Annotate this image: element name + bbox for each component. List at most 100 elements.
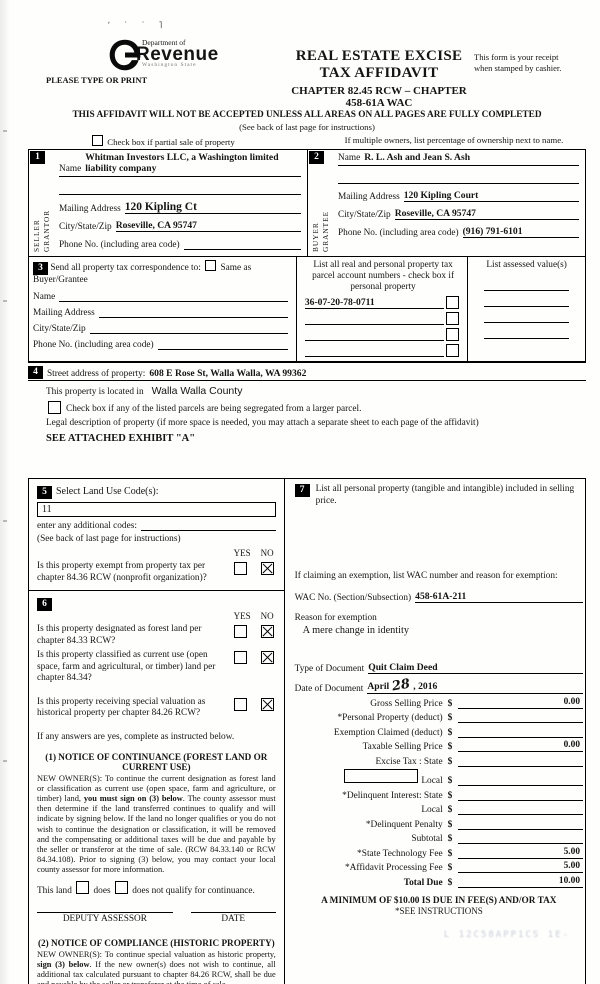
personal-property-deduct-field[interactable] (457, 711, 583, 723)
seller-mailing-value[interactable]: 120 Kipling Ct (124, 201, 197, 213)
parcel-2-field[interactable] (304, 313, 445, 325)
notice-continuance-title: (1) NOTICE OF CONTINUANCE (FOREST LAND O… (45, 751, 268, 772)
section-5-badge: 5 (37, 486, 52, 499)
additional-codes-label: enter any additional codes: (37, 521, 137, 531)
assessed-value-1-field[interactable] (484, 278, 569, 291)
forest-yes-checkbox[interactable] (233, 625, 247, 638)
money-label: Excise Tax : State (375, 756, 443, 767)
delinquent-penalty-field[interactable] (457, 818, 583, 830)
no-header: NO (260, 548, 274, 558)
parcel-3-personal-checkbox[interactable] (446, 328, 460, 341)
taxable-selling-price-field[interactable]: 0.00 (457, 740, 583, 752)
current-use-yes-checkbox[interactable] (233, 651, 247, 664)
seller-phone-value[interactable] (183, 238, 301, 250)
money-label: *Delinquent Interest: State (342, 790, 443, 801)
historical-yes-checkbox[interactable] (233, 697, 247, 711)
corr-mailing-field[interactable] (98, 306, 288, 318)
assessor-date-line[interactable]: DATE (190, 911, 276, 924)
street-address-value[interactable]: 608 E Rose St, Walla Walla, WA 99362 (149, 368, 307, 379)
parcel-4-field[interactable] (304, 345, 445, 357)
current-use-no-checkbox[interactable] (260, 651, 274, 664)
document-date-month[interactable]: April (367, 681, 390, 692)
buyer-name-value[interactable]: R. L. Ash and Jean S. Ash (364, 152, 471, 163)
seller-name-extra-line[interactable] (59, 183, 301, 195)
total-due-field[interactable]: 10.00 (457, 876, 583, 888)
type-of-document-label: Type of Document (294, 664, 365, 674)
see-back-note: (See back of last page for instructions) (239, 122, 375, 132)
forest-no-checkbox[interactable] (260, 625, 274, 638)
parcel-1-personal-checkbox[interactable] (446, 296, 460, 309)
assessed-value-3-field[interactable] (484, 310, 569, 323)
parcel-number-value[interactable]: 36-07-20-78-0711 (304, 297, 445, 309)
does-qualify-checkbox[interactable] (76, 880, 90, 894)
title-block: REAL ESTATE EXCISE TAX AFFIDAVIT CHAPTER… (284, 28, 474, 109)
seller-mailing-label: Mailing Address (59, 204, 121, 214)
buyer-phone-value[interactable]: (916) 791-6101 (462, 226, 523, 237)
document-date-day-handwritten[interactable]: 28 (391, 676, 412, 695)
money-label: Exemption Claimed (deduct) (333, 727, 443, 738)
gross-selling-price-field[interactable]: 0.00 (457, 697, 583, 709)
same-as-buyer-checkbox[interactable] (205, 260, 217, 271)
seller-name-value[interactable]: Whitman Investors LLC, a Washington limi… (85, 152, 279, 174)
exemption-claimed-field[interactable] (457, 726, 583, 738)
wac-no-value[interactable]: 458-61A-211 (415, 591, 467, 602)
deputy-assessor-line[interactable]: DEPUTY ASSESSOR (37, 911, 173, 924)
state-technology-fee-field[interactable]: 5.00 (457, 847, 583, 859)
parcel-2-personal-checkbox[interactable] (446, 312, 460, 325)
no-header-2: NO (260, 611, 274, 621)
buyer-phone-label: Phone No. (including area code) (338, 228, 459, 238)
historical-no-checkbox[interactable] (260, 697, 274, 711)
corr-phone-field[interactable] (157, 338, 288, 350)
buyer-mailing-value[interactable]: 120 Kipling Court (403, 190, 479, 201)
seller-grantor-vertical-label: SELLER GRANTOR (32, 209, 51, 252)
form-header: Department of Revenue Washington State P… (28, 28, 586, 109)
exempt-yes-checkbox[interactable] (233, 562, 247, 575)
property-address-section: 4 Street address of property: 608 E Rose… (28, 362, 586, 478)
minimum-due-note: A MINIMUM OF $10.00 IS DUE IN FEE(S) AND… (321, 895, 557, 906)
parcel-3-field[interactable] (304, 329, 445, 341)
buyer-name-extra-line[interactable] (338, 172, 579, 184)
reason-exemption-label: Reason for exemption (294, 613, 377, 623)
subtotal-field[interactable] (457, 832, 583, 844)
assessed-value-2-field[interactable] (484, 294, 569, 307)
land-use-code-input[interactable]: 11 (37, 502, 276, 517)
revenue-wordmark: Revenue (136, 44, 219, 65)
reason-exemption-value[interactable]: A mere change in identity (302, 625, 410, 636)
segregated-checkbox[interactable] (48, 401, 61, 414)
affidavit-processing-fee-field[interactable]: 5.00 (457, 861, 583, 873)
scan-tick (3, 300, 7, 302)
excise-tax-state-field[interactable] (457, 755, 583, 767)
segregated-label: Check box if any of the listed parcels a… (66, 404, 362, 414)
seller-grantor-section: 1 SELLER GRANTOR Name Whitman Investors … (29, 150, 307, 256)
county-value[interactable]: Walla Walla County (151, 385, 243, 397)
additional-codes-field[interactable] (140, 519, 276, 531)
corr-name-field[interactable] (59, 290, 288, 302)
partial-sale-checkbox[interactable] (92, 135, 103, 146)
corr-city-field[interactable] (89, 322, 288, 334)
parcel-4-personal-checkbox[interactable] (446, 344, 460, 357)
type-of-document-value[interactable]: Quit Claim Deed (368, 662, 438, 673)
seller-name-label: Name (59, 164, 82, 174)
money-label: Subtotal (411, 834, 443, 844)
exempt-question: Is this property exempt from property ta… (37, 561, 207, 583)
notice-continuance-body: NEW OWNER(S): To continue the current de… (37, 773, 276, 875)
receipt-line1: This form is your receipt (474, 52, 559, 62)
section-6-badge: 6 (37, 598, 52, 611)
partial-sale-label: Check box if partial sale of property (107, 137, 235, 147)
exempt-no-checkbox[interactable] (260, 562, 274, 575)
corr-name-label: Name (33, 292, 56, 302)
form-title: REAL ESTATE EXCISE TAX AFFIDAVIT (295, 48, 463, 81)
buyer-city-value[interactable]: Roseville, CA 95747 (394, 208, 476, 219)
buyer-grantee-section: 2 BUYER GRANTEE Name R. L. Ash and Jean … (307, 150, 585, 256)
excise-tax-local-field[interactable] (457, 774, 583, 786)
delinquent-interest-local-field[interactable] (457, 803, 583, 815)
seller-city-value[interactable]: Roseville, CA 95747 (115, 220, 197, 231)
multiple-owners-note: If multiple owners, list percentage of o… (344, 135, 564, 145)
does-not-qualify-checkbox[interactable] (114, 880, 128, 894)
assessed-value-4-field[interactable] (484, 326, 569, 339)
land-use-label: Select Land Use Code(s): (56, 486, 159, 497)
local-levy-box[interactable] (344, 769, 419, 783)
legal-description-label: Legal description of property (if more s… (46, 418, 479, 428)
delinquent-interest-state-field[interactable] (457, 789, 583, 801)
document-date-year[interactable]: , 2016 (413, 681, 438, 692)
